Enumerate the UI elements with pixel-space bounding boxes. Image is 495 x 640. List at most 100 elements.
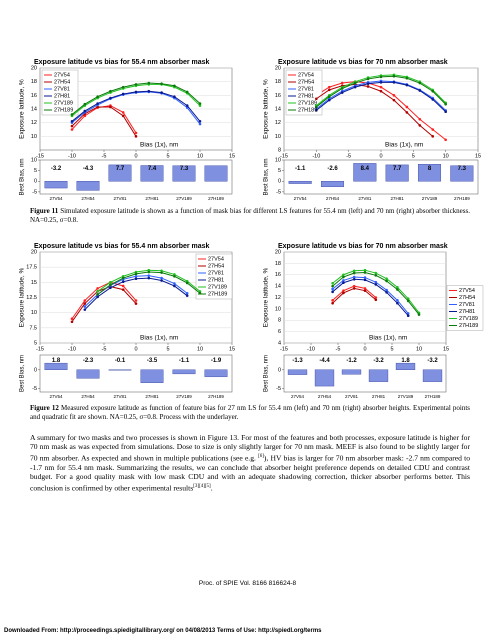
data-point xyxy=(147,274,151,277)
y-tick-label: 12.5 xyxy=(26,295,37,301)
y-tick-label: 4 xyxy=(278,340,281,346)
data-point xyxy=(121,274,125,278)
data-point xyxy=(315,97,318,101)
value-label: -1.1 xyxy=(179,358,190,364)
y-axis-label: Exposure latitude, % xyxy=(263,267,270,327)
y-tick-label: 20 xyxy=(275,249,281,255)
data-point xyxy=(385,277,388,281)
y-tick-label: 0 xyxy=(34,367,37,373)
data-point xyxy=(392,74,396,78)
value-label: 8.4 xyxy=(361,166,370,172)
x-tick-label: 0 xyxy=(363,346,366,352)
data-point xyxy=(121,111,125,114)
data-point xyxy=(173,274,176,278)
legend-label: 27H54 xyxy=(208,263,224,269)
data-point xyxy=(315,105,318,109)
data-point xyxy=(109,283,112,287)
data-point xyxy=(363,276,367,279)
data-point xyxy=(147,276,151,280)
data-point xyxy=(327,88,331,92)
data-point xyxy=(198,102,202,105)
data-point xyxy=(96,287,99,290)
bar xyxy=(172,369,196,375)
legend-label: 27H189 xyxy=(459,323,478,329)
legend-label: 27V81 xyxy=(54,86,70,92)
legend-box xyxy=(41,69,79,116)
x-tick-label: 27H54 xyxy=(81,196,95,201)
x-tick-label: 27V54 xyxy=(49,196,63,201)
y-tick-label: 10 xyxy=(275,134,281,140)
x-tick-label: 27H81 xyxy=(145,196,159,201)
download-footer: Downloaded From: http://proceedings.spie… xyxy=(4,628,322,634)
value-label: -1.2 xyxy=(346,358,357,364)
y-tick-label: 20 xyxy=(31,249,37,255)
x-tick-label: 10 xyxy=(416,346,422,352)
bar xyxy=(320,181,345,187)
chart-title: Exposure latitude vs bias for 70 nm abso… xyxy=(278,243,448,250)
figure-caption: Figure 12 Measured exposure latitude as … xyxy=(30,404,470,421)
plot-area xyxy=(283,159,479,195)
legend-label: 27V54 xyxy=(54,72,70,78)
data-point xyxy=(185,291,189,295)
y-tick-label: 8 xyxy=(278,318,281,324)
y-tick-label: 0 xyxy=(34,179,37,185)
y-axis-label: Best Bias, nm xyxy=(20,355,26,392)
y-tick-label: -5 xyxy=(276,386,281,392)
data-point xyxy=(418,124,422,127)
value-label: 7.7 xyxy=(116,166,125,172)
data-point xyxy=(374,296,378,299)
data-point xyxy=(417,313,421,316)
value-label: -2.6 xyxy=(327,166,338,172)
data-point xyxy=(342,273,345,277)
data-point xyxy=(70,113,74,116)
data-point xyxy=(134,277,138,280)
reference: [3][4][5] xyxy=(193,483,211,489)
data-point xyxy=(374,274,378,277)
y-axis-label: Best Bias, nm xyxy=(264,158,270,195)
y-tick-label: 18 xyxy=(275,79,281,85)
bar xyxy=(422,369,443,382)
data-point xyxy=(342,281,345,285)
bar xyxy=(140,369,164,383)
x-tick-label: -10 xyxy=(68,346,76,352)
y-tick-label: -5 xyxy=(32,189,37,195)
data-point xyxy=(96,295,99,299)
chart-title: Exposure latitude vs bias for 55.4 nm ab… xyxy=(34,59,210,66)
data-point xyxy=(109,286,112,290)
y-tick-label: 17.5 xyxy=(26,265,37,271)
x-tick-label: 27V81 xyxy=(345,394,359,399)
data-point xyxy=(198,290,202,293)
bar xyxy=(108,164,132,182)
legend-label: 27V54 xyxy=(298,72,314,78)
data-point xyxy=(342,275,345,279)
data-point xyxy=(331,299,334,302)
legend-label: 27V189 xyxy=(208,284,227,290)
data-point xyxy=(340,81,344,85)
series-line xyxy=(332,278,409,317)
y-axis-label: Exposure latitude, % xyxy=(263,79,270,139)
data-point xyxy=(147,81,151,85)
y-tick-label: 12 xyxy=(275,295,281,301)
bar xyxy=(385,164,409,182)
data-point xyxy=(374,298,378,302)
data-point xyxy=(342,291,345,295)
y-tick-label: 7.5 xyxy=(29,325,37,331)
data-point xyxy=(96,102,99,105)
data-point xyxy=(431,98,435,101)
data-point xyxy=(198,120,202,123)
text: ), HV bias is larger for 70 nm absorber … xyxy=(30,453,470,493)
value-label: 7.7 xyxy=(393,166,402,172)
data-point xyxy=(173,273,176,276)
y-tick-label: 20 xyxy=(275,65,281,71)
y-tick-label: 10 xyxy=(31,310,37,316)
bar xyxy=(450,165,474,182)
data-point xyxy=(352,275,356,279)
y-axis-label: Exposure latitude, % xyxy=(19,267,26,327)
data-point xyxy=(366,82,370,86)
x-axis-label: Bias (1x), nm xyxy=(385,142,423,149)
x-tick-label: 27V189 xyxy=(176,196,192,201)
data-point xyxy=(83,302,87,305)
y-tick-label: 14 xyxy=(31,106,37,112)
y-tick-label: 18 xyxy=(275,261,281,267)
